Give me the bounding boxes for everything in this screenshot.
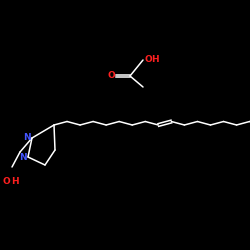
Text: O: O: [107, 72, 115, 80]
Text: H: H: [151, 54, 159, 64]
Text: N: N: [23, 134, 31, 142]
Text: H: H: [11, 178, 19, 186]
Text: O: O: [2, 178, 10, 186]
Text: N: N: [19, 152, 27, 162]
Text: O: O: [144, 54, 152, 64]
